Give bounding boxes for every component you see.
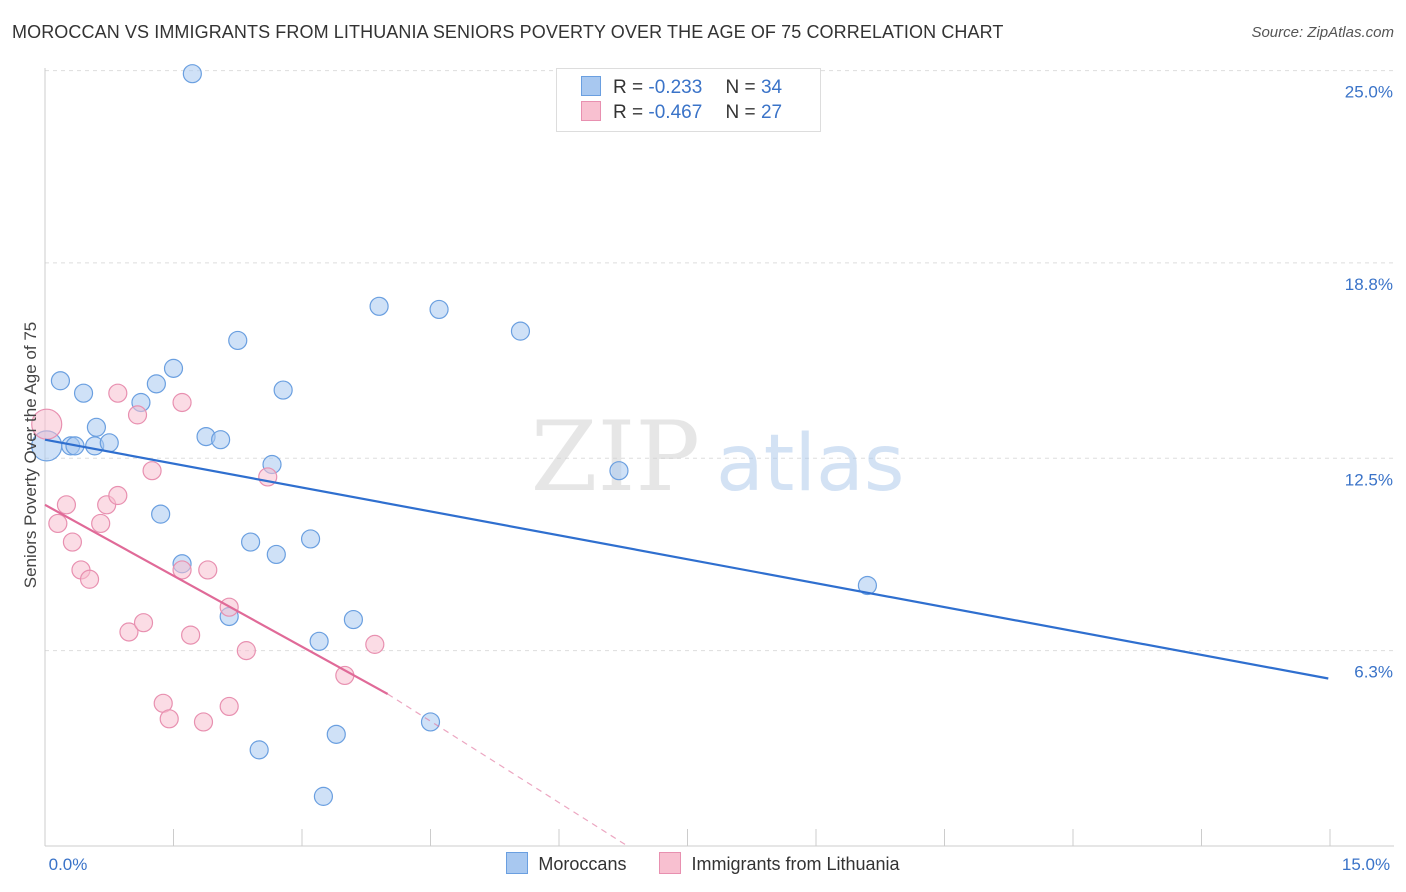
trend-line-moroccans [44,438,1329,680]
watermark-atlas: atlas [716,419,905,509]
point-lithuania-26 [219,696,239,717]
point-moroccans-21 [369,296,389,316]
point-lithuania-10 [127,405,148,425]
legend-swatch-moroccans [581,76,601,96]
point-lithuania-20 [236,641,256,661]
point-lithuania-2 [48,513,68,534]
point-moroccans-10 [182,64,202,84]
legend-label-lithuania: Immigrants from Lithuania [691,854,900,874]
r-value-moroccans: -0.233 [648,77,703,98]
point-moroccans-20 [300,529,321,549]
stats-legend: R = -0.233 N = 34 R = -0.467 N = 27 [556,68,821,132]
data-points [31,64,878,806]
r-value-lithuania: -0.467 [648,102,703,123]
y-axis-label: Seniors Poverty Over the Age of 75 [21,322,40,588]
legend-label-moroccans: Moroccans [538,854,627,874]
n-value-lithuania: 27 [760,102,783,123]
trend-lines [44,438,1329,847]
tick-labels: 25.0% 18.8% 12.5% 6.3% 0.0% 15.0% [49,83,1393,874]
watermark: ZIP atlas [531,401,905,513]
point-moroccans-19 [266,544,286,565]
point-lithuania-3 [62,532,83,552]
point-moroccans-28 [309,631,329,651]
point-moroccans-30 [420,712,441,732]
source-label: Source: ZipAtlas.com [1251,24,1394,41]
legend-swatch-lithuania [581,101,601,121]
gridlines [45,70,1394,652]
legend-row-moroccans: R = -0.233 N = 34 [581,76,782,100]
point-moroccans-14 [273,380,293,400]
legend-row-lithuania: R = -0.467 N = 27 [581,101,782,125]
r-label: R = [613,102,644,123]
legend-swatch-moroccans [506,852,529,874]
point-lithuania-17 [133,613,154,633]
point-moroccans-32 [313,786,334,806]
y-tick-label-0: 25.0% [1345,83,1393,102]
point-moroccans-16 [151,504,171,524]
point-lithuania-16 [119,622,139,642]
n-label: N = [725,102,756,123]
trend-line-extension-lithuania [387,693,628,847]
point-moroccans-24 [609,461,629,481]
point-moroccans-23 [510,321,531,341]
n-value-moroccans: 34 [760,77,783,98]
point-moroccans-27 [343,609,363,630]
point-lithuania-24 [159,709,179,729]
point-lithuania-14 [198,560,218,580]
point-lithuania-12 [172,392,192,413]
point-moroccans-22 [429,299,449,320]
watermark-zip: ZIP [531,401,700,513]
point-moroccans-4 [86,417,107,437]
trend-line-lithuania [44,503,389,695]
point-moroccans-8 [146,374,166,394]
series-legend: Moroccans Immigrants from Lithuania [0,852,1406,875]
point-lithuania-13 [172,560,192,580]
chart-title: MOROCCAN VS IMMIGRANTS FROM LITHUANIA SE… [12,22,1004,42]
point-moroccans-25 [857,575,878,596]
point-moroccans-6 [99,433,119,453]
point-lithuania-1 [56,495,77,515]
point-lithuania-21 [365,634,385,654]
y-tick-label-2: 12.5% [1345,470,1393,489]
point-lithuania-9 [108,383,128,403]
point-moroccans-12 [211,430,231,450]
legend-item-moroccans[interactable]: Moroccans [506,852,626,875]
point-moroccans-1 [50,371,71,391]
point-moroccans-2 [73,383,94,403]
point-lithuania-11 [142,461,162,481]
point-lithuania-6 [91,513,111,534]
point-moroccans-18 [241,532,261,552]
point-moroccans-9 [163,358,184,378]
x-tick-label-0: 0.0% [49,855,88,874]
y-tick-label-3: 6.3% [1354,663,1393,682]
n-label: N = [725,77,756,98]
point-lithuania-25 [193,712,214,732]
point-lithuania-5 [79,569,100,589]
y-tick-label-1: 18.8% [1345,275,1393,294]
x-tick-label-1: 15.0% [1342,855,1390,874]
point-lithuania-22 [335,665,355,686]
point-moroccans-31 [249,740,269,760]
legend-item-lithuania[interactable]: Immigrants from Lithuania [659,852,900,875]
legend-swatch-lithuania [659,852,682,874]
point-lithuania-18 [181,625,201,645]
point-moroccans-13 [228,330,248,351]
point-lithuania-8 [108,485,128,506]
point-moroccans-29 [326,724,346,744]
r-label: R = [613,77,644,98]
